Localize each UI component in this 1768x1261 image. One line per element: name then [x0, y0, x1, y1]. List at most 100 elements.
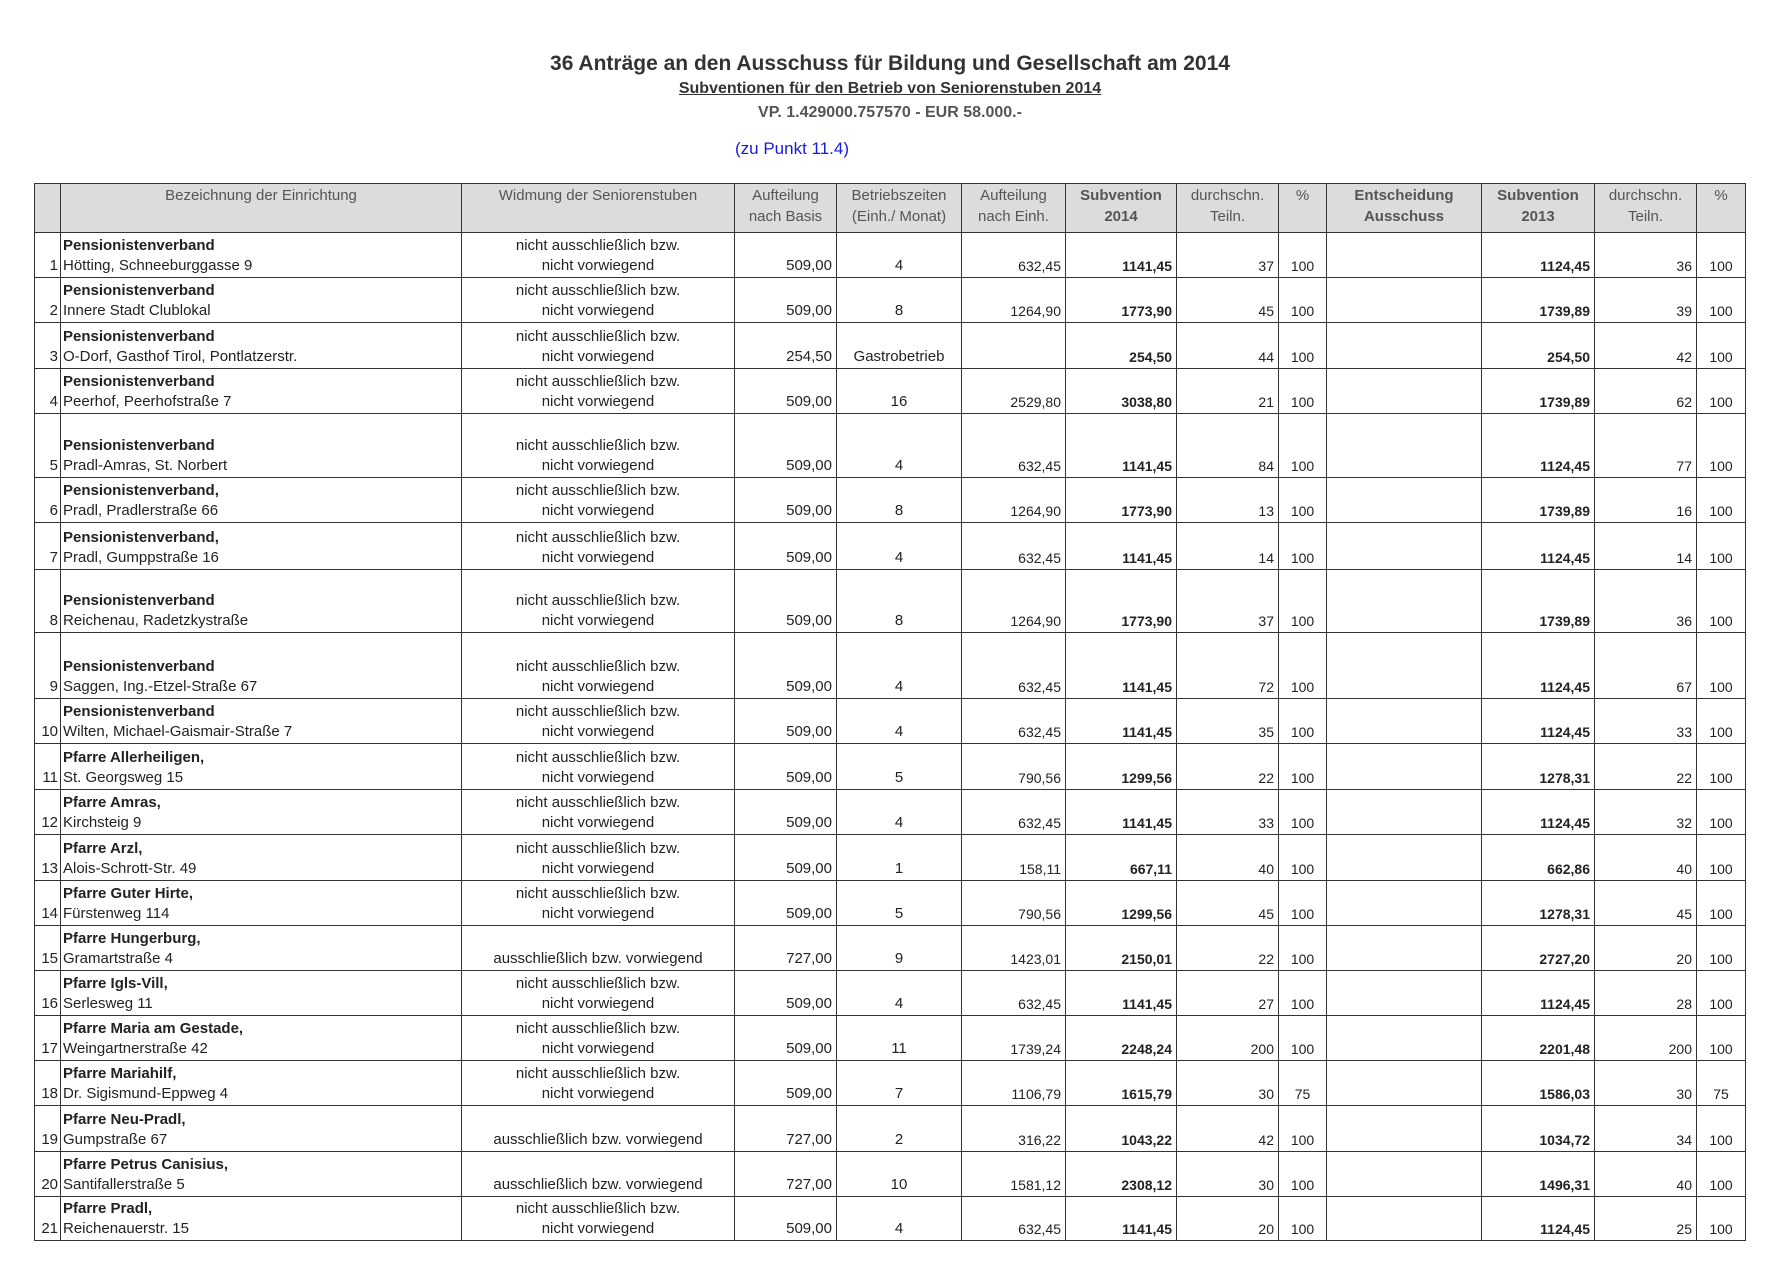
column-header: Betriebszeiten (Einh./ Monat) [836, 183, 962, 233]
avg-participants-2014: 37 [1176, 569, 1279, 633]
dedication-line: nicht ausschließlich bzw. [515, 482, 681, 499]
table-row: 15 Pfarre Hungerburg, Gramartstraße 4 aussc… [34, 925, 1746, 971]
avg-participants-2013: 20 [1594, 925, 1697, 971]
row-number: 15 [34, 925, 61, 971]
avg-participants-2014: 37 [1176, 232, 1279, 278]
column-header-line: (Einh./ Monat) [851, 208, 947, 225]
subsidy-2013: 1739,89 [1481, 277, 1595, 323]
column-header-line: durchschn. [1190, 187, 1265, 204]
facility-name: Pfarre Hungerburg, [63, 930, 201, 947]
column-header: Entscheidung Ausschuss [1326, 183, 1482, 233]
dedication-cell: nicht ausschließlich bzw. nicht vorwiegen… [461, 232, 735, 278]
facility-address: Reichenauerstr. 15 [63, 1220, 189, 1237]
percent-2014: 100 [1278, 1105, 1327, 1152]
unit-allocation: 158,11 [961, 834, 1066, 881]
facility-cell: Pensionistenverband Innere Stadt Clubloka… [60, 277, 462, 323]
committee-decision [1326, 1151, 1482, 1197]
avg-participants-2013: 45 [1594, 880, 1697, 926]
table-row: 21 Pfarre Pradl, Reichenauerstr. 15 nicht a… [34, 1196, 1746, 1241]
committee-decision [1326, 1105, 1482, 1152]
row-number: 10 [34, 698, 61, 744]
facility-address: Serlesweg 11 [63, 995, 153, 1012]
column-header: Bezeichnung der Einrichtung [60, 183, 462, 233]
subsidy-2013: 2727,20 [1481, 925, 1595, 971]
column-header-line: Subvention [1080, 187, 1162, 204]
dedication-cell: nicht ausschließlich bzw. nicht vorwiegen… [461, 834, 735, 881]
dedication-line: nicht ausschließlich bzw. [515, 328, 681, 345]
avg-participants-2013: 34 [1594, 1105, 1697, 1152]
unit-allocation: 1739,24 [961, 1015, 1066, 1061]
base-allocation: 509,00 [734, 632, 837, 699]
subsidy-2014: 1141,45 [1065, 970, 1177, 1016]
committee-decision [1326, 368, 1482, 414]
dedication-line: nicht vorwiegend [541, 678, 655, 695]
table-row: 10 Pensionistenverband Wilten, Michael-Gai… [34, 698, 1746, 744]
subsidy-2013: 1124,45 [1481, 970, 1595, 1016]
operating-units: 2 [836, 1105, 962, 1152]
facility-address: Kirchsteig 9 [63, 814, 142, 831]
committee-decision [1326, 1060, 1482, 1106]
operating-units: 5 [836, 880, 962, 926]
avg-participants-2014: 30 [1176, 1060, 1279, 1106]
percent-2013: 100 [1696, 522, 1746, 570]
base-allocation: 727,00 [734, 925, 837, 971]
subsidy-2013: 1124,45 [1481, 789, 1595, 835]
row-number: 6 [34, 477, 61, 523]
avg-participants-2013: 36 [1594, 232, 1697, 278]
facility-name: Pfarre Petrus Canisius, [63, 1156, 229, 1173]
facility-cell: Pensionistenverband Pradl-Amras, St. Norb… [60, 413, 462, 478]
column-header-line: Betriebszeiten [851, 187, 947, 204]
facility-address: O-Dorf, Gasthof Tirol, Pontlatzerstr. [63, 348, 298, 365]
column-header-line: Subvention [1497, 187, 1579, 204]
facility-name: Pensionistenverband [63, 328, 215, 345]
dedication-line: nicht ausschließlich bzw. [515, 749, 681, 766]
dedication-line: nicht ausschließlich bzw. [515, 840, 681, 857]
unit-allocation: 1423,01 [961, 925, 1066, 971]
percent-2014: 100 [1278, 880, 1327, 926]
avg-participants-2013: 25 [1594, 1196, 1697, 1241]
subsidy-2014: 1141,45 [1065, 789, 1177, 835]
avg-participants-2014: 35 [1176, 698, 1279, 744]
subsidy-2013: 254,50 [1481, 322, 1595, 369]
dedication-cell: nicht ausschließlich bzw. nicht vorwiegen… [461, 1060, 735, 1106]
avg-participants-2013: 36 [1594, 569, 1697, 633]
facility-cell: Pfarre Pradl, Reichenauerstr. 15 [60, 1196, 462, 1241]
dedication-line: nicht ausschließlich bzw. [515, 658, 681, 675]
budget-line: VP. 1.429000.757570 - EUR 58.000.- [758, 104, 1022, 121]
avg-participants-2014: 72 [1176, 632, 1279, 699]
committee-decision [1326, 789, 1482, 835]
unit-allocation: 2529,80 [961, 368, 1066, 414]
facility-address: Reichenau, Radetzkystraße [63, 612, 249, 629]
avg-participants-2013: 28 [1594, 970, 1697, 1016]
row-number: 20 [34, 1151, 61, 1197]
subsidy-2013: 1124,45 [1481, 1196, 1595, 1241]
facility-cell: Pfarre Guter Hirte, Fürstenweg 114 [60, 880, 462, 926]
row-number: 21 [34, 1196, 61, 1241]
facility-address: St. Georgsweg 15 [63, 769, 184, 786]
committee-decision [1326, 970, 1482, 1016]
committee-decision [1326, 522, 1482, 570]
table-row: 2 Pensionistenverband Innere Stadt Clublok… [34, 277, 1746, 323]
operating-units: 5 [836, 743, 962, 790]
avg-participants-2014: 42 [1176, 1105, 1279, 1152]
subsidy-2014: 1615,79 [1065, 1060, 1177, 1106]
column-header-line: Ausschuss [1363, 208, 1445, 225]
table-row: 1 Pensionistenverband Hötting, Schneeburgg… [34, 232, 1746, 278]
facility-cell: Pfarre Petrus Canisius, Santifallerstraße… [60, 1151, 462, 1197]
dedication-line: nicht vorwiegend [541, 257, 655, 274]
avg-participants-2013: 14 [1594, 522, 1697, 570]
operating-units: 4 [836, 698, 962, 744]
avg-participants-2013: 30 [1594, 1060, 1697, 1106]
base-allocation: 509,00 [734, 743, 837, 790]
subsidy-2014: 1299,56 [1065, 880, 1177, 926]
table-row: 7 Pensionistenverband, Pradl, Gumppstraße … [34, 522, 1746, 570]
base-allocation: 509,00 [734, 232, 837, 278]
percent-2014: 100 [1278, 970, 1327, 1016]
column-header-line: Entscheidung [1354, 187, 1454, 204]
operating-units: 16 [836, 368, 962, 414]
dedication-line: nicht vorwiegend [541, 393, 655, 410]
operating-units: 4 [836, 522, 962, 570]
facility-cell: Pensionistenverband Saggen, Ing.-Etzel-St… [60, 632, 462, 699]
facility-address: Hötting, Schneeburggasse 9 [63, 257, 253, 274]
unit-allocation [961, 322, 1066, 369]
